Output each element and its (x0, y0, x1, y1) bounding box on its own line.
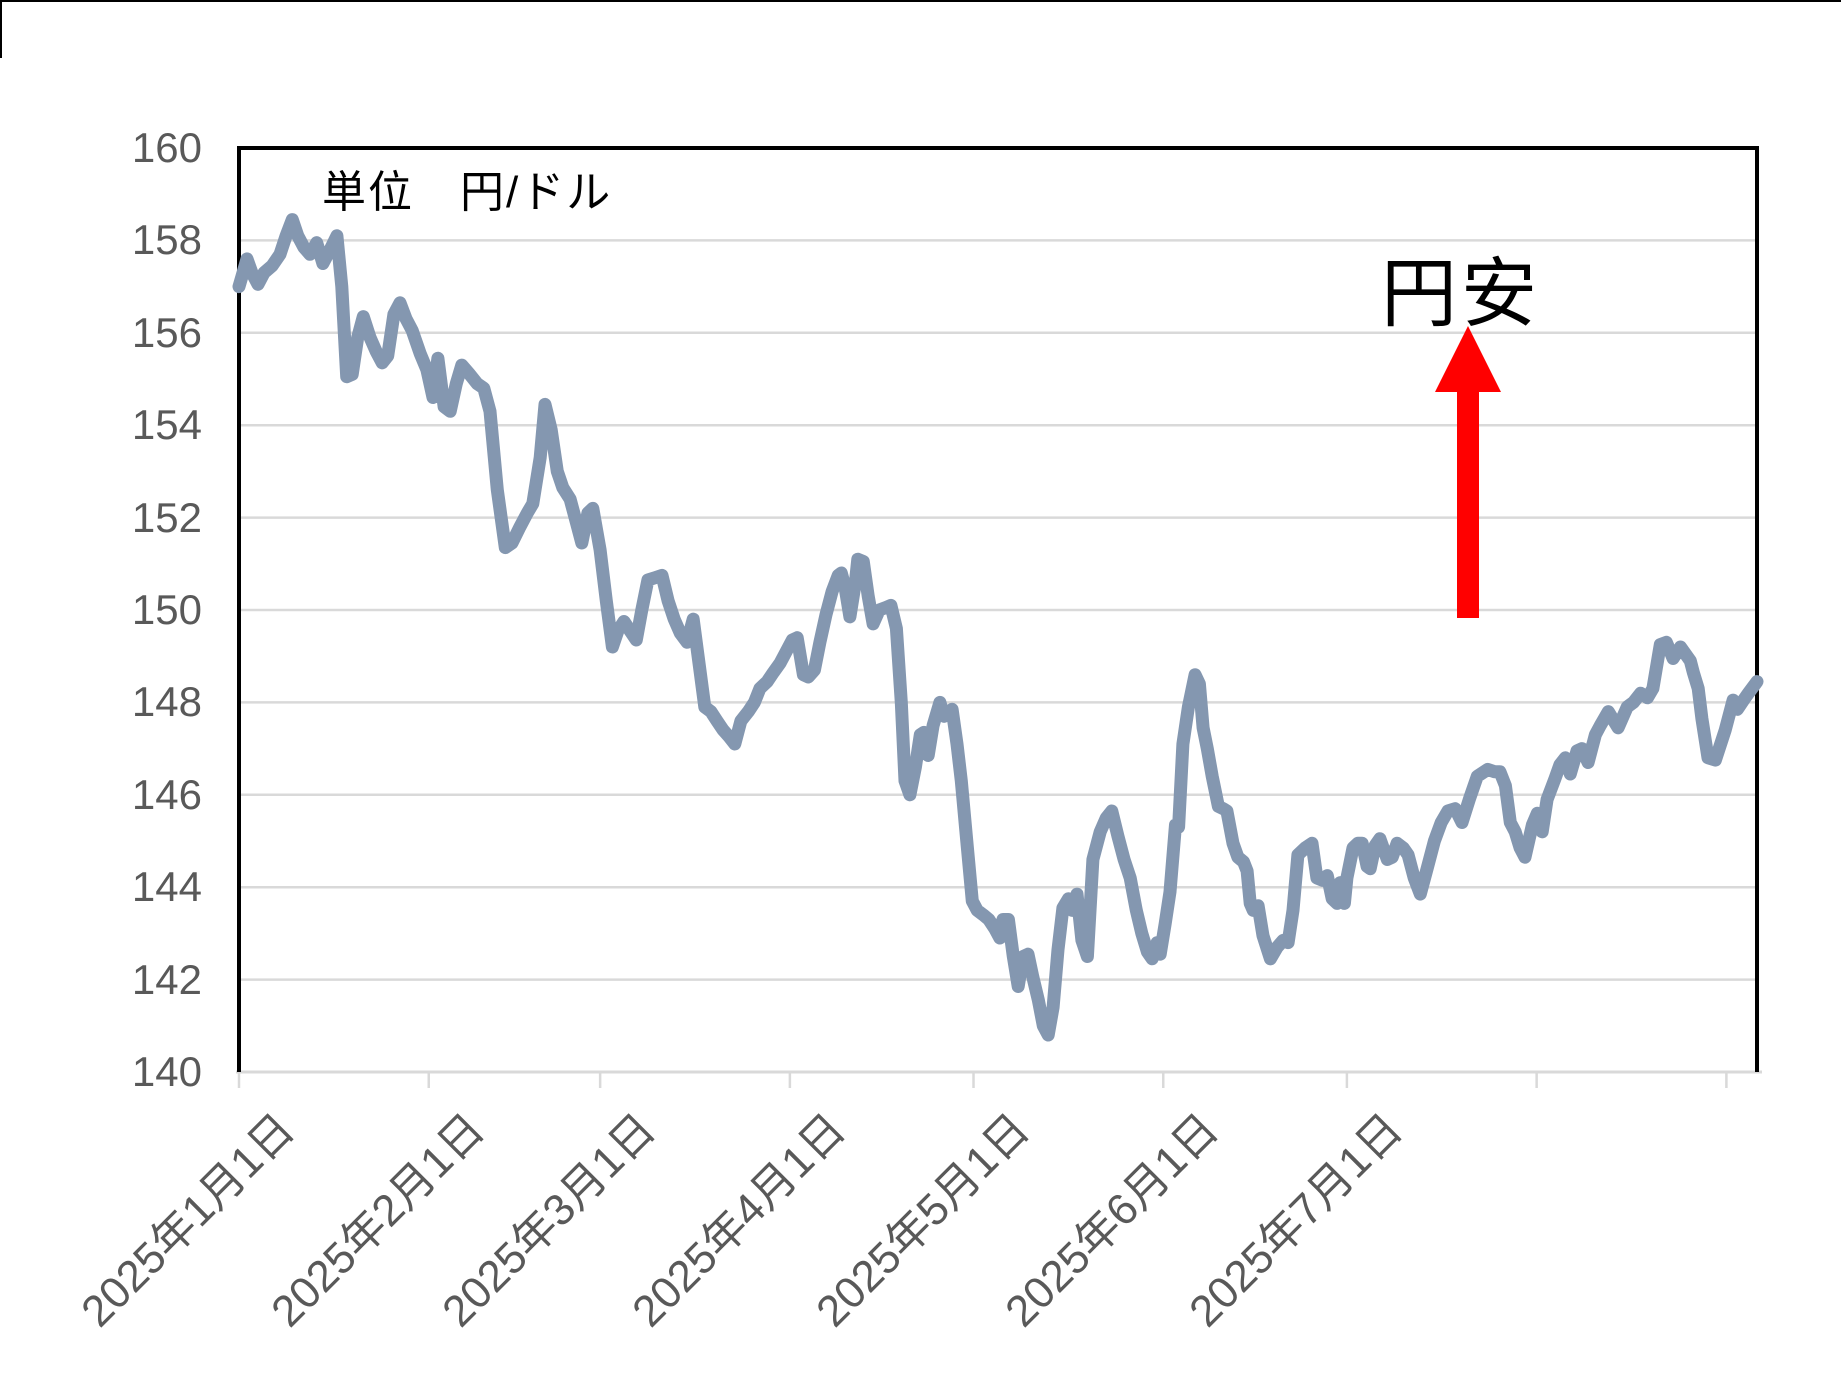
y-tick-label: 150 (131, 586, 202, 633)
y-tick-label: 146 (131, 770, 202, 818)
screenshot-left-border (0, 0, 2, 58)
y-tick-label: 160 (131, 124, 202, 171)
y-tick-label: 144 (131, 863, 202, 911)
usd-jpy-rate-line (232, 213, 1764, 1042)
y-tick-label: 148 (131, 678, 202, 726)
yen-depreciation-annotation: 円安 (1381, 252, 1541, 337)
up-arrow-icon (1435, 326, 1501, 618)
y-tick-label: 152 (131, 493, 202, 541)
unit-label: 単位 円/ドル (322, 168, 613, 217)
screenshot-top-border (0, 0, 1841, 2)
y-tick-label: 140 (131, 1048, 202, 1095)
y-tick-label: 154 (131, 401, 202, 449)
y-tick-label: 142 (131, 955, 202, 1003)
y-tick-label: 156 (131, 308, 202, 356)
y-tick-label: 158 (131, 216, 202, 264)
